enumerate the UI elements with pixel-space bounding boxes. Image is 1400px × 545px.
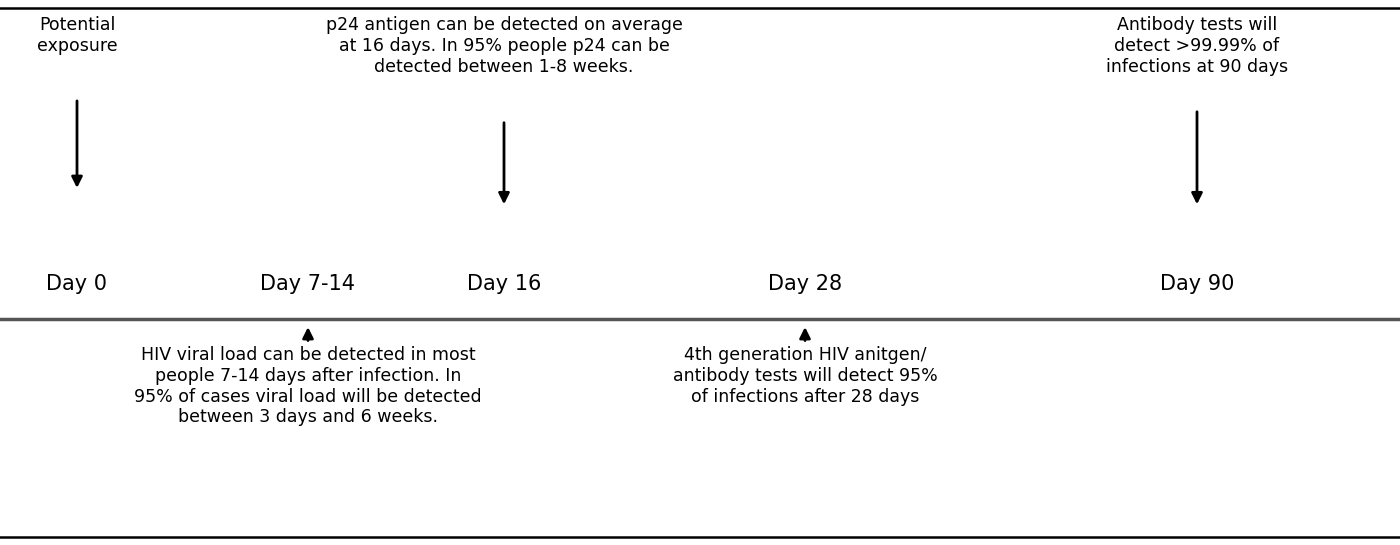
Text: HIV viral load can be detected in most
people 7-14 days after infection. In
95% : HIV viral load can be detected in most p… xyxy=(134,346,482,427)
Text: Antibody tests will
detect >99.99% of
infections at 90 days: Antibody tests will detect >99.99% of in… xyxy=(1106,16,1288,76)
Text: p24 antigen can be detected on average
at 16 days. In 95% people p24 can be
dete: p24 antigen can be detected on average a… xyxy=(326,16,682,76)
Text: Day 0: Day 0 xyxy=(46,274,108,294)
Text: Day 90: Day 90 xyxy=(1159,274,1235,294)
Text: Potential
exposure: Potential exposure xyxy=(36,16,118,55)
Text: 4th generation HIV anitgen/
antibody tests will detect 95%
of infections after 2: 4th generation HIV anitgen/ antibody tes… xyxy=(672,346,938,405)
Text: Day 28: Day 28 xyxy=(769,274,841,294)
Text: Day 7-14: Day 7-14 xyxy=(260,274,356,294)
Text: Day 16: Day 16 xyxy=(466,274,542,294)
